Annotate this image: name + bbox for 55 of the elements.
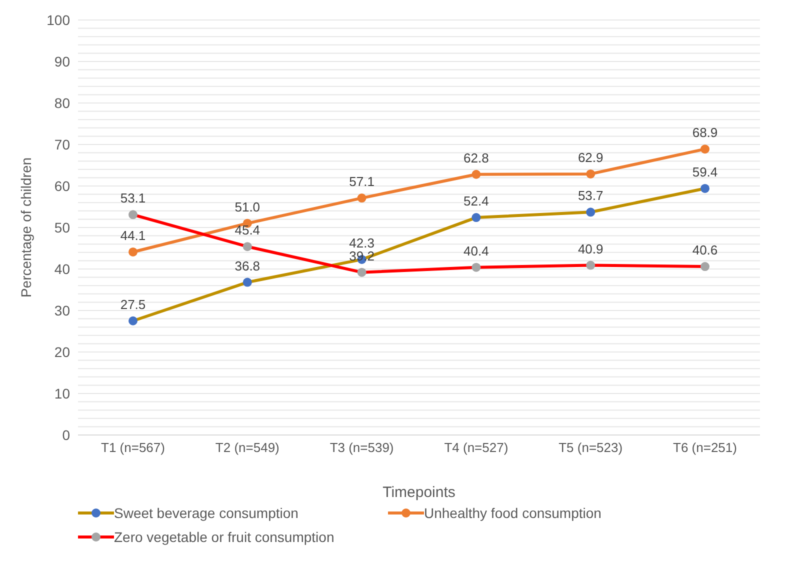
point	[242, 278, 252, 287]
point	[700, 144, 710, 154]
data-label: 40.9	[578, 241, 604, 256]
y-tick-label: 0	[62, 426, 70, 443]
data-label: 40.6	[692, 242, 718, 258]
y-tick-label: 50	[54, 219, 70, 236]
y-tick-label: 70	[54, 136, 70, 152]
data-label: 62.9	[578, 150, 604, 165]
x-tick-label: T5 (n=523)	[558, 440, 623, 456]
y-tick-label: 80	[54, 94, 70, 111]
y-tick-label: 40	[54, 260, 70, 277]
data-label: 68.9	[692, 125, 718, 140]
legend-label: Unhealthy food consumption	[424, 505, 602, 521]
y-tick-label: 20	[54, 344, 70, 360]
point	[586, 208, 596, 217]
y-axis-title: Percentage of children	[18, 157, 34, 298]
x-axis-title: Timepoints	[382, 484, 456, 501]
data-label: 27.5	[120, 296, 146, 312]
x-tick-label: T3 (n=539)	[330, 440, 394, 456]
point	[700, 184, 710, 193]
data-label: 51.0	[234, 199, 260, 214]
data-label: 52.4	[464, 194, 489, 209]
point	[357, 268, 366, 277]
point	[128, 316, 138, 326]
data-label: 62.8	[464, 150, 489, 166]
point	[128, 210, 138, 220]
x-tick-label: T2 (n=549)	[215, 440, 280, 456]
data-label: 57.1	[349, 174, 374, 190]
x-tick-label: T6 (n=251)	[673, 440, 737, 456]
y-tick-label: 30	[54, 302, 70, 318]
point	[472, 262, 481, 272]
point	[242, 242, 252, 252]
y-tick-label: 90	[54, 53, 70, 70]
point	[472, 170, 481, 179]
y-tick-label: 60	[54, 178, 70, 194]
point	[586, 260, 596, 270]
point	[700, 262, 710, 272]
data-label: 42.3	[349, 235, 374, 250]
point	[128, 247, 138, 256]
y-tick-label: 10	[54, 385, 70, 402]
data-label: 44.1	[120, 228, 146, 243]
data-label: 59.4	[692, 164, 718, 180]
data-label: 53.7	[578, 188, 604, 204]
data-label: 40.4	[464, 243, 489, 258]
x-tick-label: T4 (n=527)	[444, 440, 508, 456]
data-label: 53.1	[120, 190, 146, 206]
y-tick-label: 100	[46, 12, 70, 28]
legend-label: Sweet beverage consumption	[114, 505, 298, 521]
x-tick-label: T1 (n=567)	[101, 440, 165, 456]
point	[586, 169, 596, 178]
data-label: 45.4	[234, 222, 260, 238]
legend-label: Zero vegetable or fruit consumption	[114, 529, 334, 545]
point	[357, 194, 366, 203]
data-label: 36.8	[234, 258, 260, 274]
point	[472, 213, 481, 222]
